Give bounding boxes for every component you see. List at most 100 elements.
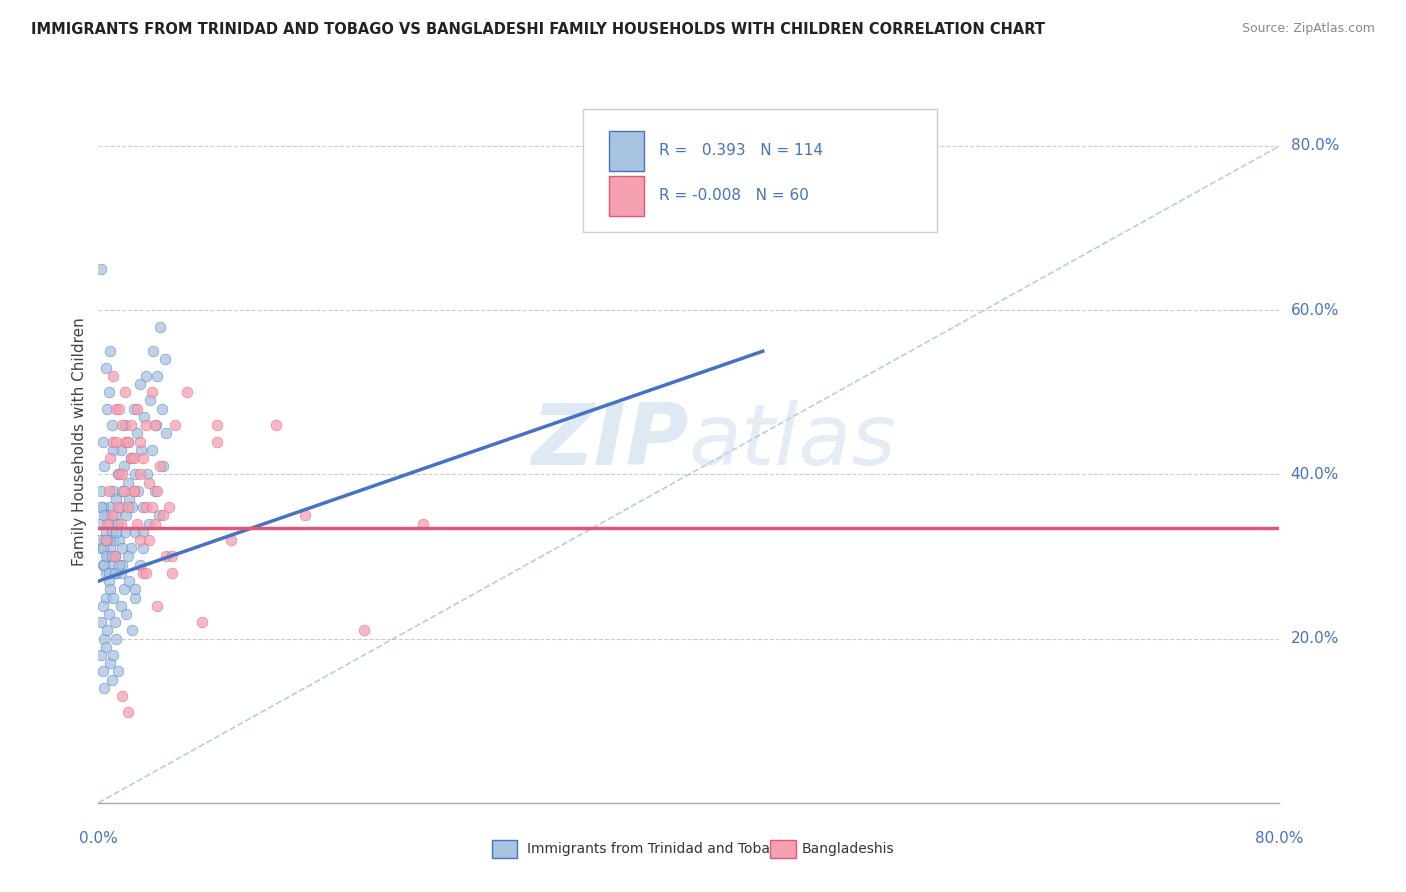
Point xyxy=(146,368,169,383)
Text: 0.0%: 0.0% xyxy=(79,830,118,846)
Point xyxy=(128,533,150,547)
Text: 40.0%: 40.0% xyxy=(1291,467,1339,482)
Point xyxy=(117,434,139,449)
Point xyxy=(110,442,132,457)
Point xyxy=(100,558,122,572)
Point xyxy=(93,508,115,523)
Point xyxy=(124,467,146,482)
Point xyxy=(125,516,148,531)
Point xyxy=(90,648,112,662)
Point xyxy=(134,409,156,424)
Point xyxy=(125,401,148,416)
Point xyxy=(221,533,243,547)
Point xyxy=(97,566,120,580)
Point xyxy=(136,467,159,482)
Point xyxy=(94,524,117,539)
Point xyxy=(100,418,122,433)
Point xyxy=(135,566,157,580)
Point xyxy=(91,434,114,449)
Point xyxy=(205,418,228,433)
Point xyxy=(93,459,115,474)
Point xyxy=(93,632,115,646)
Point xyxy=(148,508,170,523)
Point xyxy=(94,549,117,564)
Text: Immigrants from Trinidad and Tobago: Immigrants from Trinidad and Tobago xyxy=(527,842,787,856)
Point xyxy=(90,541,112,556)
Point xyxy=(120,450,142,465)
Point xyxy=(105,491,128,506)
Point xyxy=(111,558,134,572)
Point xyxy=(110,500,132,515)
Point xyxy=(122,450,145,465)
Point xyxy=(104,549,127,564)
Point xyxy=(108,467,131,482)
Text: 80.0%: 80.0% xyxy=(1291,138,1339,153)
Point xyxy=(103,533,125,547)
Point xyxy=(94,360,117,375)
Point xyxy=(103,648,125,662)
Point xyxy=(122,483,145,498)
Point xyxy=(176,385,198,400)
Point xyxy=(112,483,135,498)
Point xyxy=(110,516,132,531)
Point xyxy=(108,558,131,572)
Point xyxy=(117,500,139,515)
Text: atlas: atlas xyxy=(689,400,897,483)
Point xyxy=(91,558,114,572)
Point xyxy=(132,524,155,539)
Point xyxy=(107,500,129,515)
Point xyxy=(152,459,174,474)
Point xyxy=(135,500,157,515)
Point xyxy=(128,434,150,449)
Point xyxy=(162,549,183,564)
Point xyxy=(117,434,139,449)
Point xyxy=(93,681,115,695)
FancyBboxPatch shape xyxy=(582,109,936,232)
Point xyxy=(138,533,160,547)
Point xyxy=(91,500,114,515)
Point xyxy=(98,582,121,597)
Point xyxy=(264,418,287,433)
Point xyxy=(90,615,112,630)
Text: 80.0%: 80.0% xyxy=(1256,830,1303,846)
Point xyxy=(141,385,163,400)
Text: 60.0%: 60.0% xyxy=(1291,302,1339,318)
Text: 20.0%: 20.0% xyxy=(1291,632,1339,646)
Point xyxy=(120,418,142,433)
Point xyxy=(112,582,135,597)
Point xyxy=(100,549,122,564)
Point xyxy=(93,558,115,572)
Point xyxy=(132,541,155,556)
Point xyxy=(96,516,118,531)
Point xyxy=(135,368,157,383)
Point xyxy=(114,434,136,449)
Text: Bangladeshis: Bangladeshis xyxy=(801,842,894,856)
Y-axis label: Family Households with Children: Family Households with Children xyxy=(72,318,87,566)
Point xyxy=(91,541,114,556)
Point xyxy=(135,418,157,433)
Point xyxy=(105,434,128,449)
Point xyxy=(142,344,165,359)
Point xyxy=(165,418,187,433)
Point xyxy=(117,549,139,564)
Point xyxy=(111,467,134,482)
Point xyxy=(146,599,169,613)
Point xyxy=(96,508,118,523)
Point xyxy=(91,665,114,679)
FancyBboxPatch shape xyxy=(609,177,644,216)
Point xyxy=(98,657,121,671)
Point xyxy=(96,624,118,638)
Point xyxy=(104,549,127,564)
Point xyxy=(100,673,122,687)
Point xyxy=(117,475,139,490)
Point xyxy=(129,442,152,457)
Point xyxy=(114,385,136,400)
Point xyxy=(143,418,166,433)
Text: R = -0.008   N = 60: R = -0.008 N = 60 xyxy=(659,188,810,203)
Point xyxy=(104,615,127,630)
Point xyxy=(98,500,121,515)
Point xyxy=(128,467,150,482)
Point xyxy=(191,615,214,630)
Point xyxy=(153,352,176,367)
Point xyxy=(111,483,134,498)
